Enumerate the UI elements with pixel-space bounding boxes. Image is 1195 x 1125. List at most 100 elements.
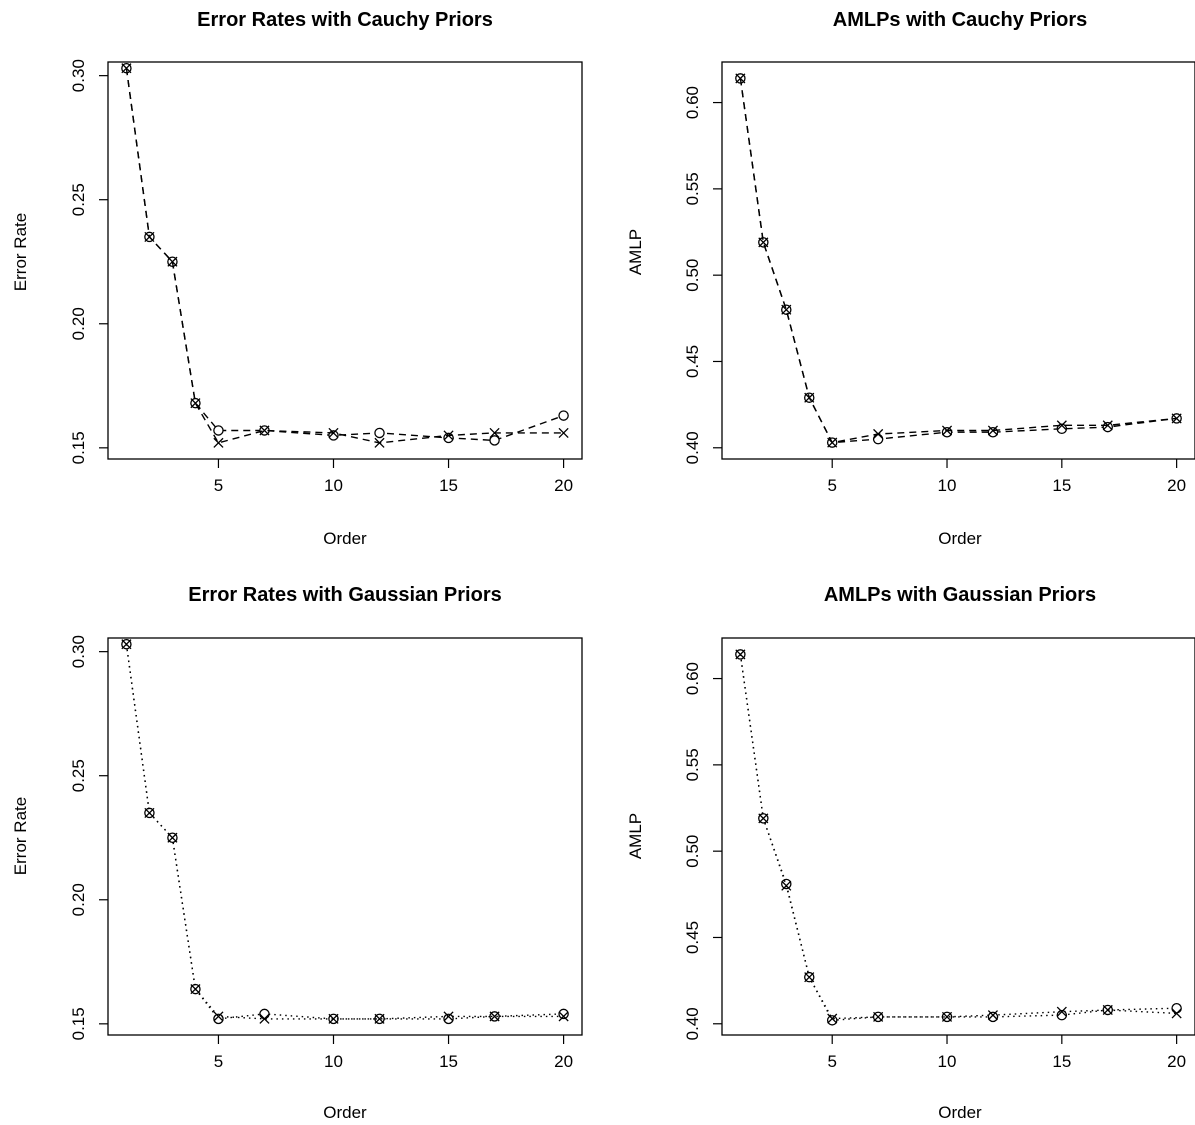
series-line [125, 68, 564, 444]
y-tick-label: 0.50 [683, 259, 702, 292]
series-line [739, 654, 1177, 1020]
x-tick-label: 15 [1052, 1052, 1071, 1071]
data-point-cross [781, 304, 792, 315]
data-point-cross [190, 984, 201, 995]
data-point-cross [735, 649, 746, 660]
plot-frame [721, 637, 1195, 1036]
y-tick-label: 0.25 [69, 759, 88, 792]
data-point-cross [213, 1011, 224, 1022]
data-point-cross [259, 425, 270, 436]
chart-title: AMLPs with Cauchy Priors [833, 9, 1088, 31]
data-point-cross [873, 1011, 884, 1022]
data-point-circle [259, 1008, 270, 1020]
data-point-cross [121, 639, 132, 650]
data-point-cross [190, 398, 201, 409]
data-point-cross [443, 1011, 454, 1022]
chart-panel-4: AMLPs with Gaussian Priors Order AMLP 5 10 15… [626, 584, 1195, 1122]
plot-frame [107, 61, 583, 460]
data-point-cross [941, 1011, 953, 1022]
data-point-circle [374, 427, 385, 439]
data-point-cross [489, 1011, 500, 1022]
y-axis-label: AMLP [626, 813, 645, 859]
data-point-cross [758, 237, 769, 248]
data-point-cross [374, 437, 385, 448]
data-point-circle [1171, 1002, 1182, 1014]
data-point-cross [144, 807, 155, 818]
y-tick-label: 0.40 [683, 431, 702, 464]
y-tick-label: 0.50 [683, 835, 702, 868]
y-axis-label: Error Rate [11, 213, 30, 291]
data-point-circle [558, 1008, 569, 1020]
data-point-cross [167, 832, 178, 843]
plot-frame [107, 637, 583, 1036]
data-point-circle [781, 878, 792, 890]
data-point-cross [558, 1011, 569, 1022]
y-tick-label: 0.25 [69, 183, 88, 216]
series-line [125, 644, 564, 1020]
data-point-cross [121, 63, 132, 74]
chart-title: Error Rates with Cauchy Priors [197, 9, 493, 31]
data-point-circle [872, 433, 884, 445]
data-point-circle [987, 1011, 999, 1023]
data-point-circle [489, 435, 500, 446]
data-point-cross [873, 428, 884, 440]
plot-frame [721, 61, 1195, 460]
x-tick-label: 15 [439, 1052, 458, 1071]
data-point-circle [213, 1013, 224, 1025]
data-point-cross [1102, 420, 1113, 431]
y-tick-label: 0.45 [683, 345, 702, 378]
series-circle [121, 62, 569, 446]
y-tick-label: 0.15 [69, 1007, 88, 1040]
data-point-cross [987, 425, 999, 436]
data-point-cross [328, 1013, 339, 1024]
x-tick-label: 15 [1052, 476, 1071, 495]
y-tick-label: 0.20 [69, 883, 88, 916]
data-point-cross [213, 437, 224, 448]
x-tick-label: 20 [1167, 1052, 1186, 1071]
data-point-cross [758, 813, 769, 824]
data-point-circle [987, 426, 999, 438]
y-tick-label: 0.55 [683, 748, 702, 781]
data-point-cross [489, 427, 500, 439]
series-line [739, 78, 1177, 444]
data-point-cross [144, 231, 155, 242]
data-point-circle [941, 426, 953, 438]
data-point-cross [558, 427, 569, 439]
x-axis-label: Order [938, 1103, 982, 1122]
series-circle [735, 649, 1182, 1026]
data-point-cross [1056, 420, 1067, 431]
y-tick-label: 0.45 [683, 921, 702, 954]
data-point-circle [213, 425, 224, 436]
x-tick-label: 10 [324, 1052, 343, 1071]
data-point-cross [1056, 1006, 1067, 1017]
data-point-cross [1171, 413, 1182, 424]
series-cross [121, 639, 569, 1024]
series-line [739, 654, 1177, 1022]
y-tick-label: 0.30 [69, 635, 88, 668]
series-cross [735, 649, 1182, 1024]
x-tick-label: 10 [938, 476, 957, 495]
chart-panel-2: AMLPs with Cauchy Priors Order AMLP 5 10 15 20… [626, 9, 1195, 548]
series-cross [121, 63, 569, 448]
y-tick-label: 0.60 [683, 86, 702, 119]
data-point-cross [259, 1013, 270, 1024]
x-tick-label: 15 [439, 476, 458, 495]
y-axis-label: AMLP [626, 229, 645, 275]
y-tick-label: 0.30 [69, 59, 88, 92]
data-point-cross [328, 427, 339, 439]
y-tick-label: 0.55 [683, 172, 702, 205]
y-tick-label: 0.40 [683, 1007, 702, 1040]
series-circle [121, 638, 569, 1025]
data-point-cross [735, 73, 746, 84]
data-point-cross [1102, 1004, 1113, 1016]
data-point-cross [804, 392, 815, 403]
x-tick-label: 10 [324, 476, 343, 495]
y-tick-label: 0.60 [683, 662, 702, 695]
data-point-cross [987, 1010, 999, 1021]
data-point-circle [1056, 423, 1068, 435]
data-point-cross [781, 880, 792, 891]
data-point-cross [443, 430, 454, 441]
chart-title: Error Rates with Gaussian Priors [188, 584, 501, 606]
x-tick-label: 20 [554, 1052, 573, 1071]
